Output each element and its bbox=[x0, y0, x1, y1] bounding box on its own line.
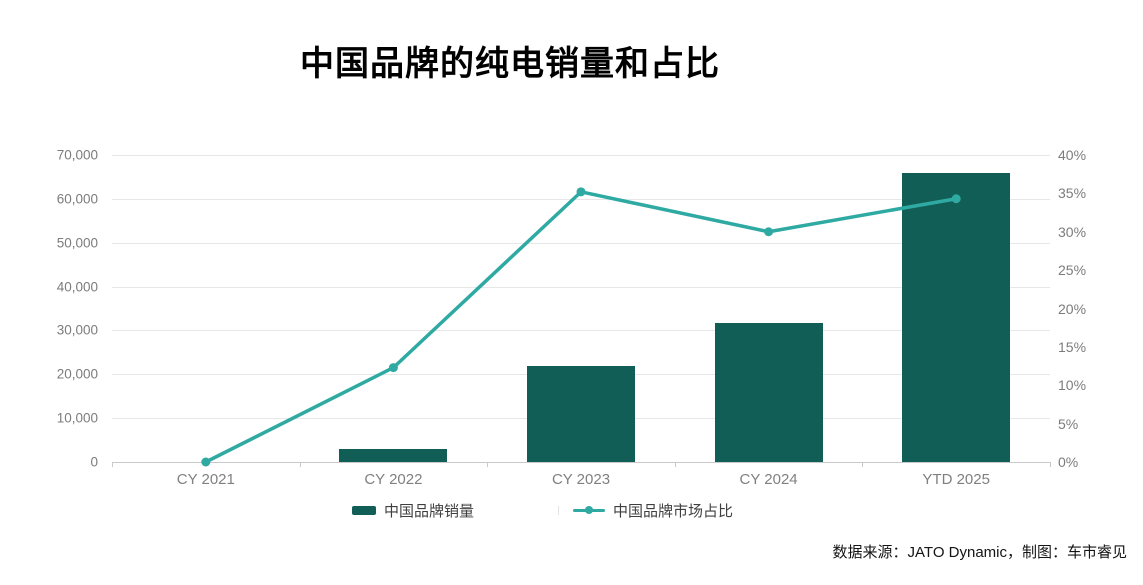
share-line-point-cy-2022[interactable] bbox=[388, 363, 398, 373]
left-axis-tick-label: 60,000 bbox=[56, 191, 98, 207]
share-line-point-cy-2024[interactable] bbox=[764, 227, 774, 237]
right-axis-tick-label: 5% bbox=[1058, 415, 1079, 432]
chart-title: 中国品牌的纯电销量和占比 bbox=[300, 45, 720, 83]
right-axis-tick-label: 0% bbox=[1058, 454, 1079, 470]
left-axis-tick-label: 40,000 bbox=[56, 279, 98, 295]
x-axis-tick bbox=[862, 462, 864, 467]
x-axis-line bbox=[112, 462, 1050, 463]
x-axis-tick bbox=[487, 462, 489, 467]
bar-cy-2022[interactable] bbox=[339, 448, 448, 462]
x-axis-category-label: CY 2023 bbox=[551, 471, 611, 488]
gridline bbox=[112, 242, 1050, 244]
left-axis-tick-label: 10,000 bbox=[56, 410, 98, 426]
line-series-swatch-icon bbox=[573, 505, 606, 515]
legend-label-share: 中国品牌市场占比 bbox=[613, 502, 734, 520]
left-axis-tick-label: 0 bbox=[90, 454, 98, 470]
right-axis-tick-label: 10% bbox=[1058, 377, 1087, 394]
x-axis-tick bbox=[674, 462, 676, 467]
x-axis-category-label: CY 2021 bbox=[176, 471, 235, 488]
right-axis-tick-label: 25% bbox=[1058, 262, 1087, 279]
left-axis-tick-label: 20,000 bbox=[56, 366, 98, 382]
x-axis-tick bbox=[299, 462, 301, 467]
left-axis-tick-label: 70,000 bbox=[56, 147, 98, 163]
legend-item-sales[interactable]: 中国品牌销量 bbox=[352, 500, 474, 521]
right-axis-tick-label: 40% bbox=[1058, 147, 1087, 163]
legend-label-sales: 中国品牌销量 bbox=[384, 502, 475, 520]
source-note: 数据来源：JATO Dynamic，制图：车市睿见 bbox=[832, 544, 1127, 561]
legend: 中国品牌销量 中国品牌市场占比 bbox=[352, 499, 733, 521]
legend-divider bbox=[558, 505, 560, 515]
x-axis-category-label: CY 2024 bbox=[739, 471, 798, 488]
x-axis-category-label: CY 2022 bbox=[364, 471, 423, 488]
left-axis-tick-label: 50,000 bbox=[56, 235, 98, 251]
gridline bbox=[112, 286, 1050, 288]
bar-cy-2023[interactable] bbox=[527, 366, 635, 462]
right-axis-tick-label: 30% bbox=[1058, 223, 1087, 240]
share-line-point-cy-2023[interactable] bbox=[576, 187, 586, 197]
share-line-path bbox=[204, 190, 958, 464]
bar-series-swatch-icon bbox=[352, 505, 376, 515]
share-line-point-cy-2021[interactable] bbox=[201, 457, 211, 467]
x-axis-category-label: YTD 2025 bbox=[922, 471, 990, 488]
right-axis-tick-label: 35% bbox=[1058, 185, 1087, 202]
gridline bbox=[112, 330, 1050, 332]
gridline bbox=[112, 198, 1050, 200]
bar-ytd-2025[interactable] bbox=[902, 172, 1011, 462]
right-axis-tick-label: 15% bbox=[1058, 338, 1087, 355]
x-axis-tick bbox=[112, 462, 113, 467]
x-axis-tick bbox=[1050, 462, 1051, 467]
bar-cy-2024[interactable] bbox=[714, 322, 823, 462]
left-axis-tick-label: 30,000 bbox=[56, 322, 98, 338]
share-line-point-ytd-2025[interactable] bbox=[951, 194, 961, 204]
legend-item-share[interactable]: 中国品牌市场占比 bbox=[573, 500, 733, 521]
gridline bbox=[112, 155, 1050, 156]
right-axis-tick-label: 20% bbox=[1058, 300, 1087, 317]
